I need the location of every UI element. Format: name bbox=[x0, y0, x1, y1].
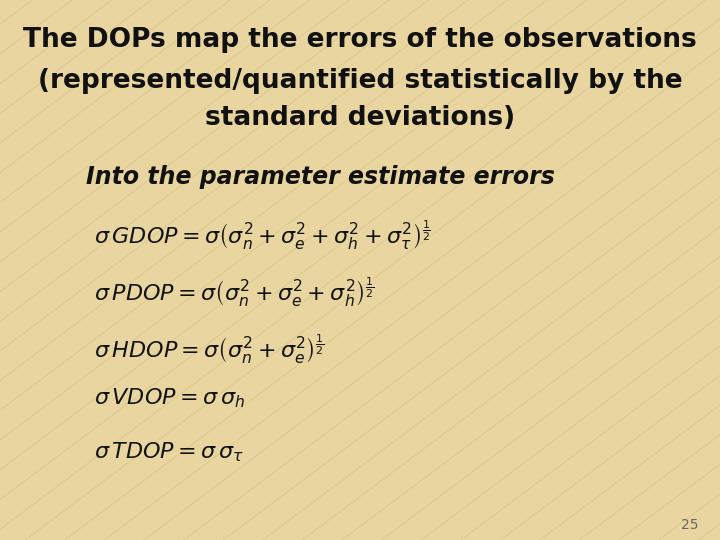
Text: 25: 25 bbox=[681, 518, 698, 532]
Text: $\sigma \, VDOP = \sigma \, \sigma_h$: $\sigma \, VDOP = \sigma \, \sigma_h$ bbox=[94, 386, 245, 410]
Text: (represented/quantified statistically by the: (represented/quantified statistically by… bbox=[37, 68, 683, 93]
Text: Into the parameter estimate errors: Into the parameter estimate errors bbox=[86, 165, 555, 188]
Text: $\sigma \, HDOP = \sigma \left(\sigma_n^2 + \sigma_e^2\right)^{\frac{1}{2}}$: $\sigma \, HDOP = \sigma \left(\sigma_n^… bbox=[94, 332, 324, 366]
Text: The DOPs map the errors of the observations: The DOPs map the errors of the observati… bbox=[23, 27, 697, 53]
Text: standard deviations): standard deviations) bbox=[205, 105, 515, 131]
Text: $\sigma \, TDOP = \sigma \, \sigma_\tau$: $\sigma \, TDOP = \sigma \, \sigma_\tau$ bbox=[94, 440, 243, 464]
Text: $\sigma \, GDOP = \sigma \left(\sigma_n^2 + \sigma_e^2 + \sigma_h^2 + \sigma_\ta: $\sigma \, GDOP = \sigma \left(\sigma_n^… bbox=[94, 219, 431, 252]
Text: $\sigma \, PDOP = \sigma \left(\sigma_n^2 + \sigma_e^2 + \sigma_h^2\right)^{\fra: $\sigma \, PDOP = \sigma \left(\sigma_n^… bbox=[94, 275, 374, 309]
